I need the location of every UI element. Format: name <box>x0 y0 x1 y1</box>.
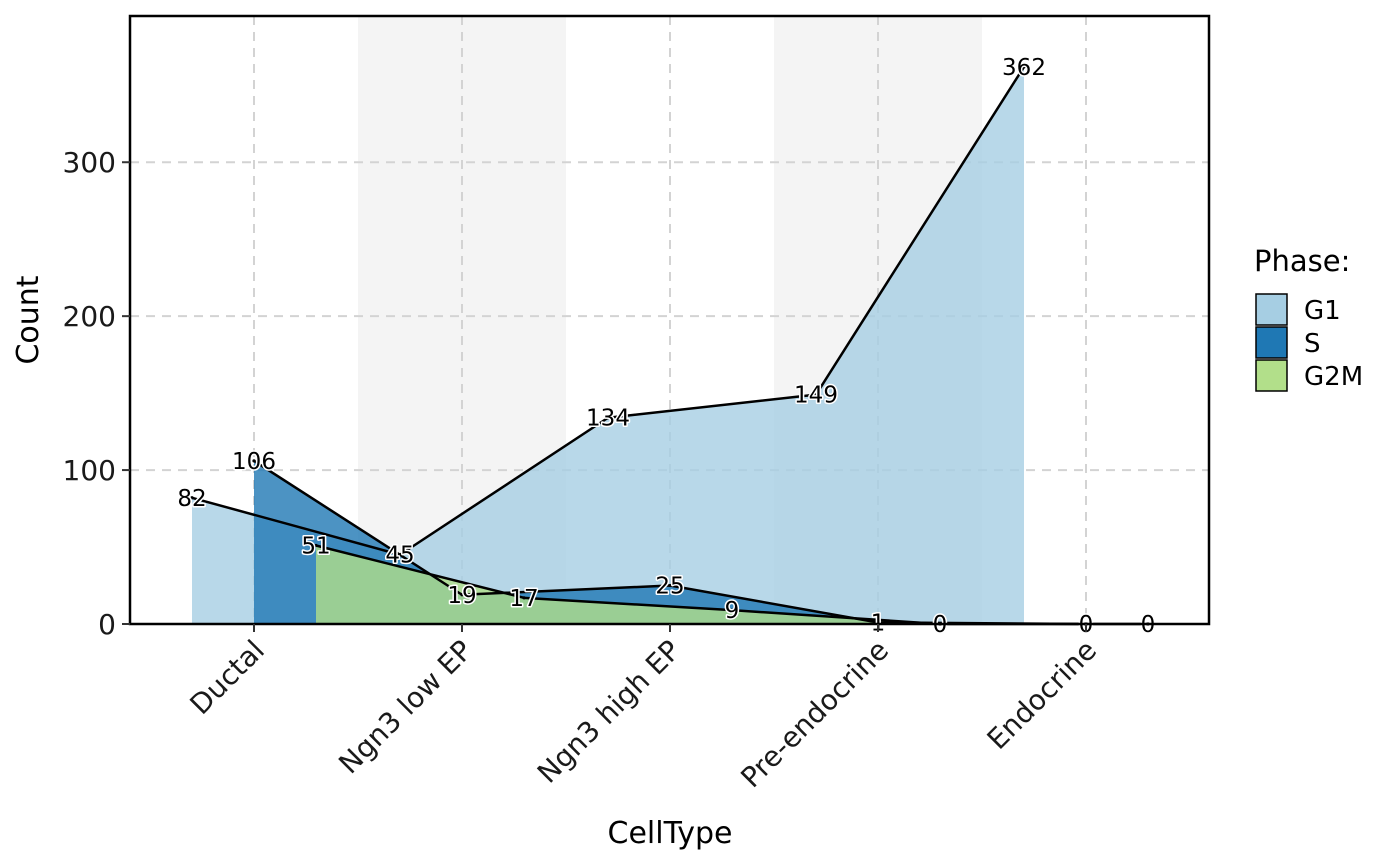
legend-label-g2m: G2M <box>1304 362 1363 392</box>
legend-label-g1: G1 <box>1304 296 1341 326</box>
data-label: 134 <box>586 406 630 432</box>
data-label: 45 <box>385 543 414 569</box>
data-label: 17 <box>509 586 538 612</box>
x-tick-label: Endocrine <box>981 634 1103 756</box>
data-label: 25 <box>655 574 684 600</box>
y-tick-label: 100 <box>63 454 116 487</box>
series-areas <box>192 66 1148 625</box>
data-point <box>252 459 256 463</box>
legend-title: Phase: <box>1254 244 1350 278</box>
data-label: 149 <box>794 383 838 409</box>
legend-key-g2m <box>1255 359 1288 392</box>
data-point <box>606 416 610 420</box>
data-labels: 82451341493621061925105117900 <box>176 53 1157 639</box>
data-label: 82 <box>177 486 206 512</box>
y-tick-label: 0 <box>98 608 116 641</box>
y-tick-label: 300 <box>63 146 116 179</box>
data-label: 51 <box>301 533 330 559</box>
data-point <box>314 543 318 548</box>
x-tick-label: Pre-endocrine <box>734 634 895 795</box>
x-axis-title: CellType <box>608 816 733 851</box>
data-label: 19 <box>447 583 476 609</box>
y-tick-label: 200 <box>63 300 116 333</box>
x-tick-label: Ngn3 high EP <box>531 634 687 790</box>
x-tick-label: Ductal <box>184 634 271 721</box>
legend-key-s <box>1255 326 1288 359</box>
area-g2m <box>316 545 1148 624</box>
data-point <box>730 608 734 612</box>
data-label: 362 <box>1002 55 1046 81</box>
data-point <box>814 393 818 397</box>
data-point <box>522 596 526 600</box>
x-tick-label: Ngn3 low EP <box>332 634 479 781</box>
legend-label-s: S <box>1304 329 1321 359</box>
data-point <box>668 583 672 588</box>
data-label: 106 <box>232 449 276 475</box>
y-axis: 0 100 200 300 <box>63 146 130 641</box>
y-axis-title: Count <box>11 275 46 364</box>
data-label: 9 <box>725 598 740 624</box>
data-point <box>460 593 464 597</box>
x-axis: Ductal Ngn3 low EP Ngn3 high EP Pre-endocri… <box>184 624 1103 794</box>
area-g1 <box>192 66 1024 625</box>
data-point <box>190 496 194 500</box>
data-point <box>1022 65 1026 69</box>
legend-key-g1 <box>1255 293 1288 326</box>
